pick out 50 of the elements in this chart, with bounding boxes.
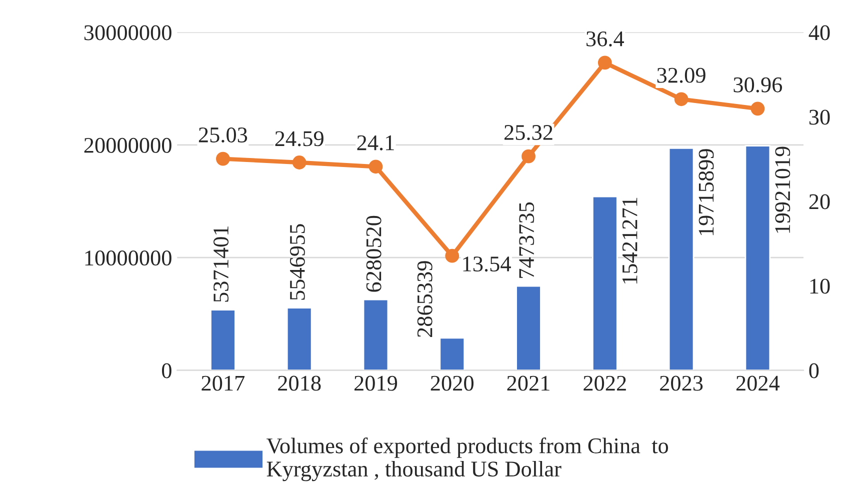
bar — [210, 309, 236, 370]
point — [598, 56, 612, 70]
x-tick-label: 2020 — [430, 376, 474, 391]
bar — [362, 298, 389, 370]
data-label: 5371401 — [214, 226, 229, 302]
data-label: 30.96 — [734, 77, 782, 92]
data-label: 25.03 — [198, 127, 248, 143]
data-label: 24.59 — [275, 131, 324, 146]
y-tick-label: 20000000 — [84, 138, 172, 153]
y-tick-label: 30000000 — [84, 25, 172, 40]
bar — [668, 147, 694, 370]
data-label: 24.1 — [357, 135, 394, 150]
x-tick-label: 2023 — [660, 376, 703, 391]
x-tick-label: 2018 — [278, 376, 321, 391]
data-label: 2865339 — [417, 261, 432, 338]
data-label: 32.09 — [657, 68, 706, 83]
data-label: 25.32 — [504, 125, 552, 140]
point — [216, 152, 230, 166]
point — [674, 92, 688, 106]
point — [445, 248, 460, 263]
y2-tick-label: 30 — [809, 110, 830, 125]
point — [368, 160, 383, 174]
data-label: 13.54 — [463, 256, 511, 272]
bar — [592, 196, 618, 370]
data-label: 5546955 — [290, 224, 305, 300]
y-tick-label: 0 — [162, 363, 172, 378]
bar — [439, 337, 466, 370]
bar — [744, 145, 771, 370]
x-tick-label: 2019 — [354, 376, 398, 391]
x-tick-label: 2017 — [202, 376, 245, 391]
data-label: 36.4 — [586, 31, 624, 46]
x-tick-label: 2024 — [736, 376, 780, 391]
point — [750, 102, 765, 116]
x-tick-label: 2021 — [507, 376, 550, 391]
data-label: 6280520 — [366, 216, 382, 292]
bar — [516, 285, 542, 370]
y2-tick-label: 40 — [808, 25, 830, 40]
point — [292, 156, 306, 170]
y-tick-label: 10000000 — [85, 250, 172, 266]
y2-tick-label: 20 — [809, 194, 830, 210]
y2-tick-label: 0 — [809, 363, 819, 378]
data-label: 15421271 — [622, 198, 638, 284]
data-label: 19715899 — [698, 149, 714, 236]
data-label: 7473735 — [519, 202, 534, 278]
bar — [286, 307, 312, 370]
point — [522, 149, 536, 164]
legend-label: Volumes of exported products from China to Kyrgyzstan , thousand US Dollar — [266, 437, 668, 482]
y2-tick-label: 10 — [810, 278, 830, 294]
data-label: 19921019 — [775, 146, 790, 233]
x-tick-label: 2022 — [584, 376, 626, 391]
